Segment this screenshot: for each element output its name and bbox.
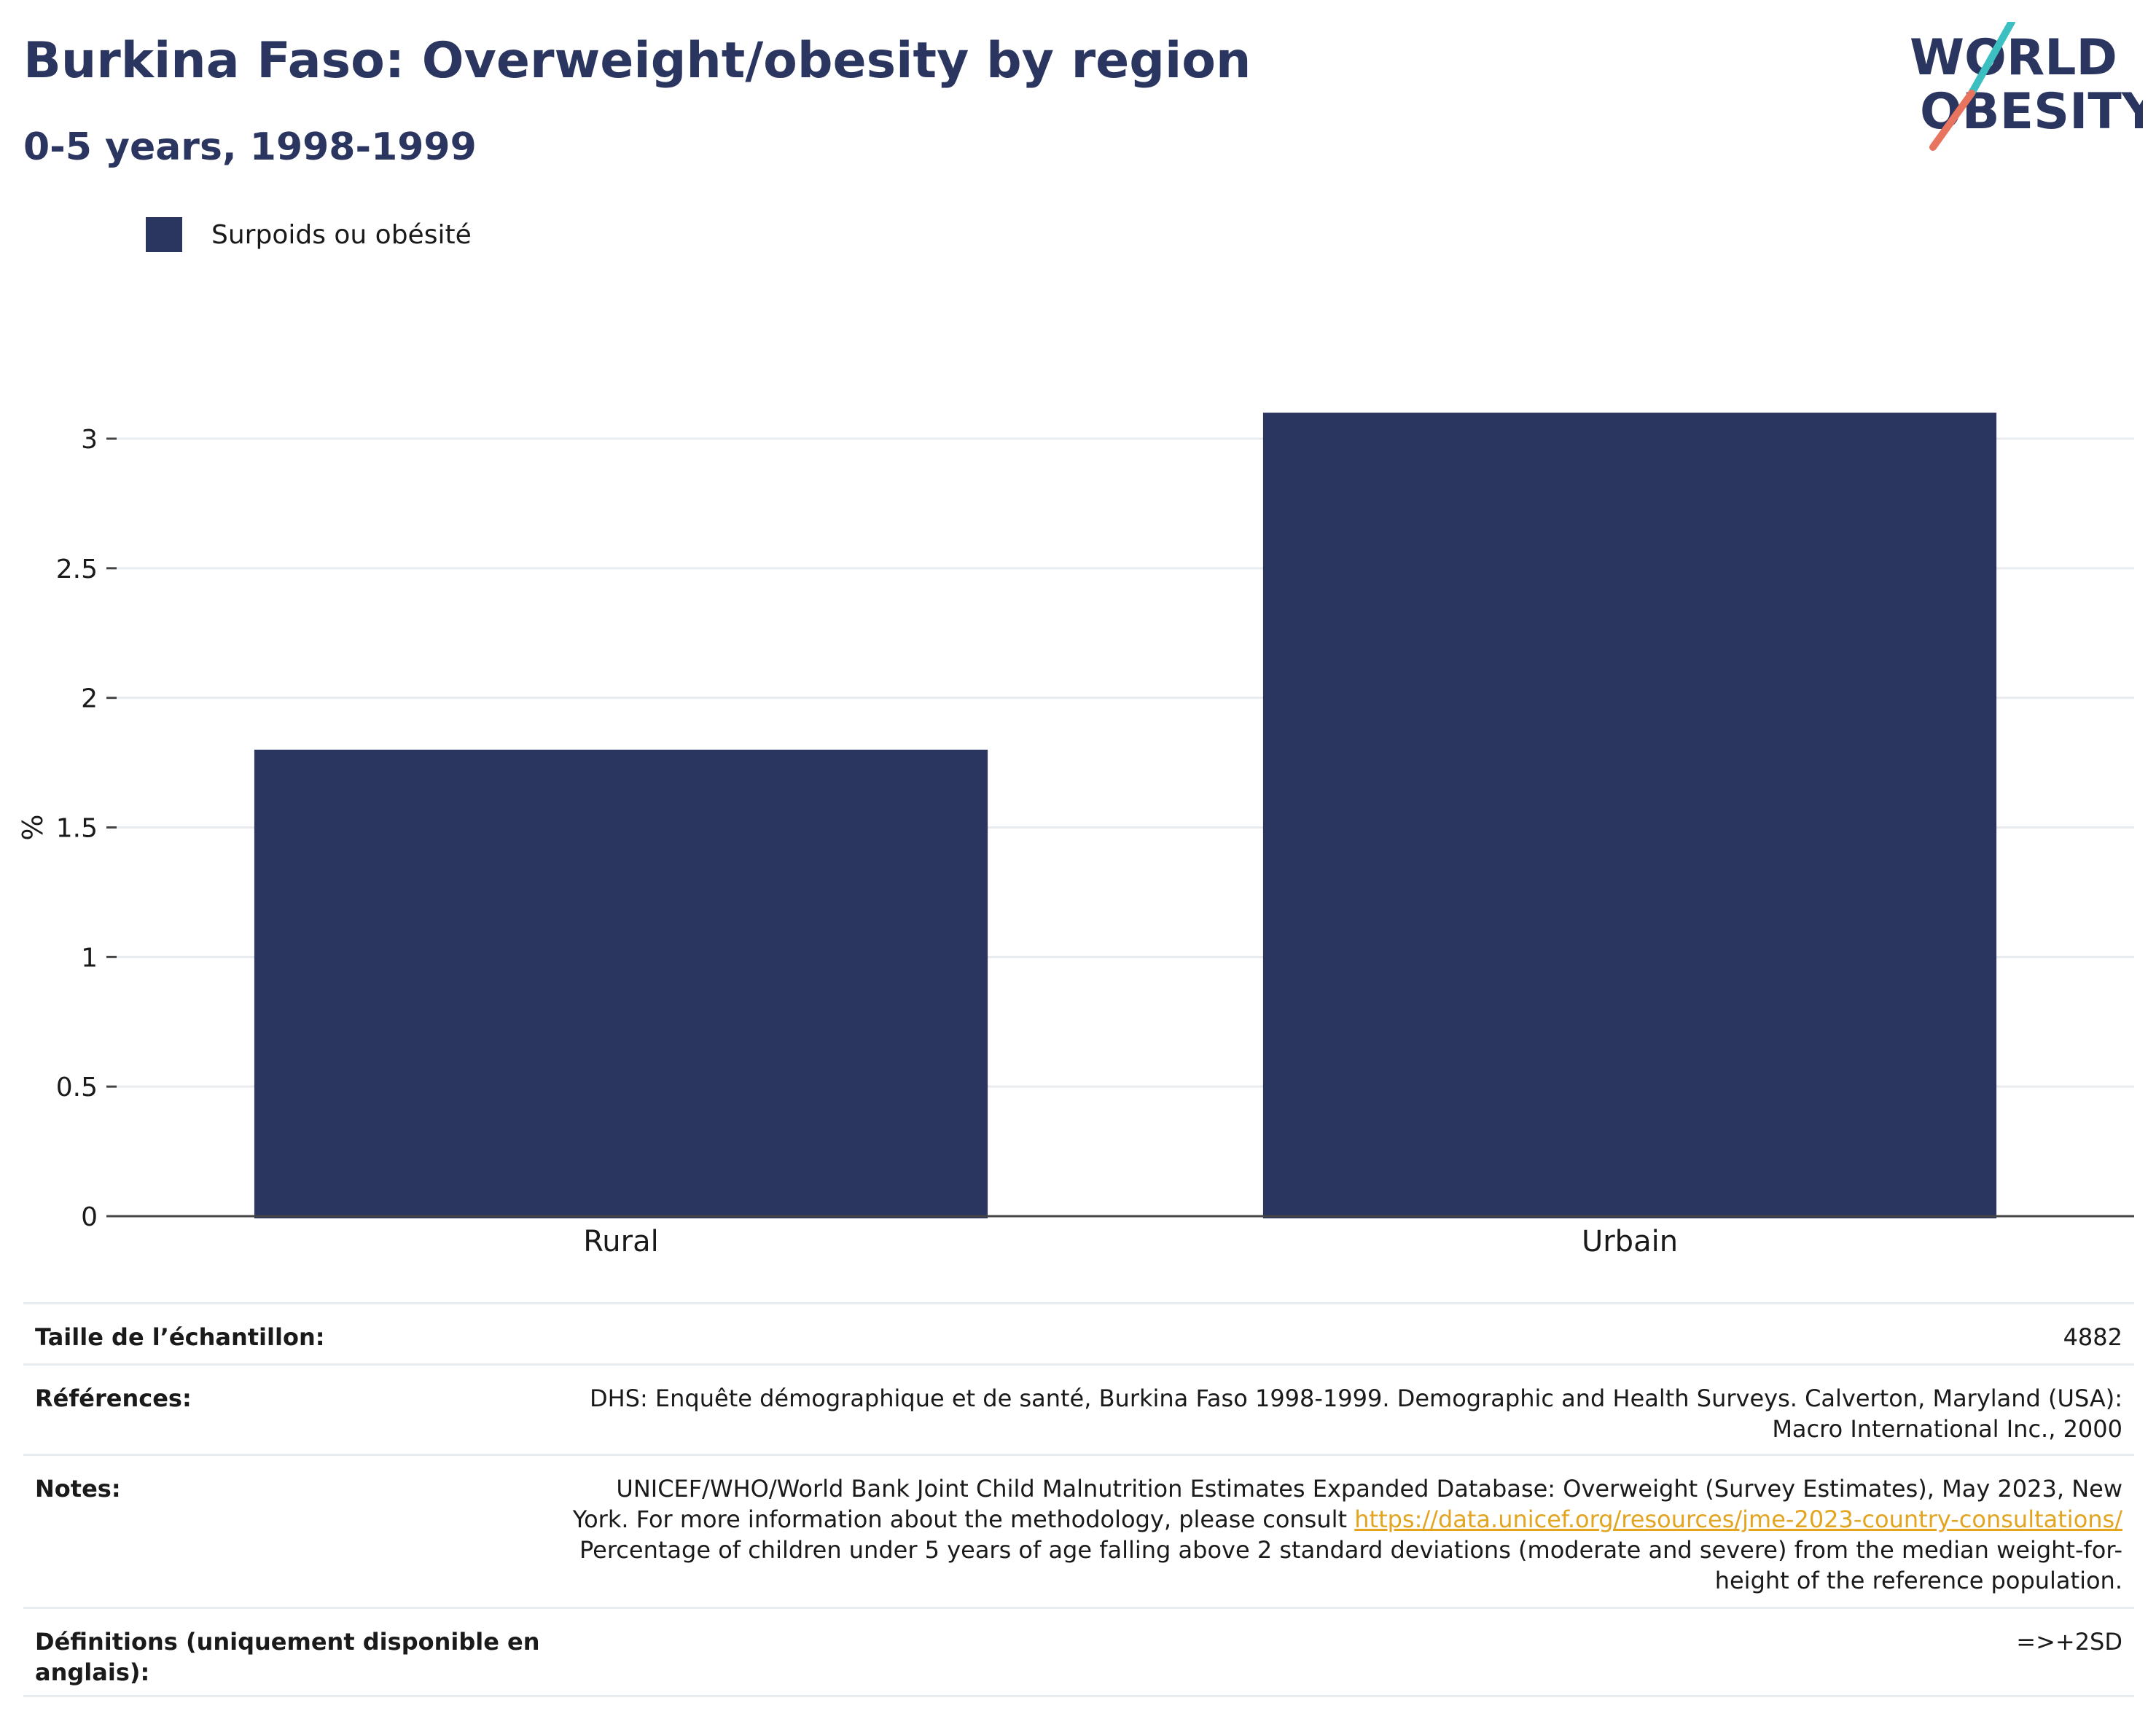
chart-subtitle: 0-5 years, 1998-1999 — [23, 125, 477, 169]
definitions-value: =>+2SD — [2016, 1628, 2122, 1656]
bar-urbain — [1262, 412, 1997, 1218]
x-tick-label: Urbain — [1582, 1225, 1678, 1258]
y-axis-ticks: 0 0.5 1 1.5 2 2.5 3 — [56, 425, 117, 1232]
legend-label: Surpoids ou obésité — [211, 219, 472, 250]
chart-title: Burkina Faso: Overweight/obesity by regi… — [23, 32, 1251, 90]
y-tick-label: 1 — [81, 943, 98, 973]
references-row: Références: DHS: Enquête démographique e… — [23, 1363, 2134, 1454]
references-value: DHS: Enquête démographique et de santé, … — [589, 1385, 2122, 1443]
y-tick-label: 2 — [81, 684, 98, 714]
x-axis-ticks: Rural Urbain — [583, 1225, 1678, 1258]
y-tick-label: 2.5 — [56, 555, 98, 584]
y-axis-label: % — [17, 814, 49, 840]
references-label: Références: — [35, 1385, 192, 1412]
sample-size-value: 4882 — [2063, 1323, 2122, 1351]
x-tick-label: Rural — [583, 1225, 658, 1258]
y-tick-label: 0.5 — [56, 1073, 98, 1103]
logo-text-world: WORLD — [1910, 29, 2117, 87]
world-obesity-logo: WORLD OBESITY — [1910, 22, 2143, 151]
notes-value: UNICEF/WHO/World Bank Joint Child Malnut… — [555, 1473, 2122, 1596]
y-tick-label: 1.5 — [56, 814, 98, 844]
legend-swatch — [146, 217, 182, 252]
notes-text-1: UNICEF/WHO/World Bank Joint Child Malnut… — [572, 1475, 2122, 1533]
sample-size-row: Taille de l’échantillon: 4882 — [23, 1302, 2134, 1363]
notes-text-2: Percentage of children under 5 years of … — [579, 1536, 2122, 1594]
chart-legend: Surpoids ou obésité — [146, 217, 472, 252]
bars — [254, 412, 1997, 1218]
y-tick-label: 0 — [81, 1202, 98, 1232]
sample-size-label: Taille de l’échantillon: — [35, 1323, 325, 1351]
bar-chart: 0 0.5 1 1.5 2 2.5 3 Rural Urbain % — [17, 412, 2134, 1258]
notes-label: Notes: — [35, 1475, 121, 1503]
info-table: Taille de l’échantillon: 4882 Références… — [23, 1302, 2134, 1697]
definitions-label: Définitions (uniquement disponible en an… — [35, 1628, 540, 1686]
bar-rural — [254, 749, 988, 1218]
definitions-row: Définitions (uniquement disponible en an… — [23, 1607, 2134, 1697]
methodology-link[interactable]: https://data.unicef.org/resources/jme-20… — [1354, 1505, 2122, 1533]
y-tick-label: 3 — [81, 425, 98, 455]
notes-row: Notes: UNICEF/WHO/World Bank Joint Child… — [23, 1454, 2134, 1607]
